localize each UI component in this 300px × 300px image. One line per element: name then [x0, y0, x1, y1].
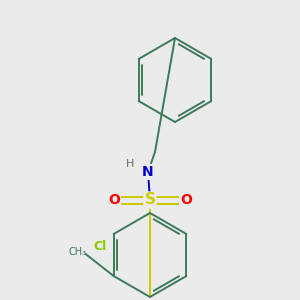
Text: CH₃: CH₃ [69, 247, 87, 257]
Text: H: H [126, 159, 134, 169]
Text: S: S [145, 193, 155, 208]
Text: O: O [108, 193, 120, 207]
Text: O: O [180, 193, 192, 207]
Text: N: N [142, 165, 154, 179]
Text: Cl: Cl [93, 239, 106, 253]
